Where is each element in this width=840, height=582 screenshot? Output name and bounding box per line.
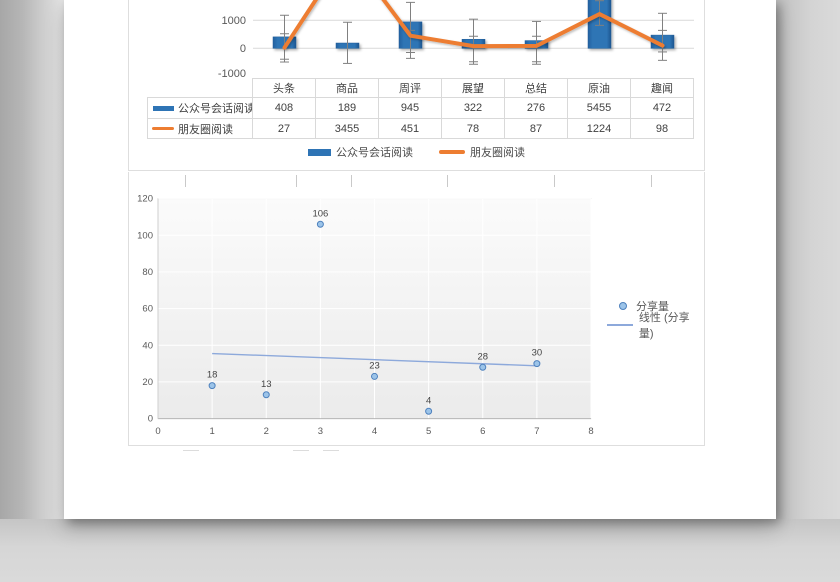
category-header-cell: 总结 — [504, 78, 568, 98]
scatter-point — [262, 391, 270, 399]
legend-item-trendline: 线性 (分享量) — [607, 312, 704, 340]
point-data-label: 30 — [532, 348, 543, 359]
point-data-label: 18 — [207, 370, 218, 381]
table-row: 公众号会话阅读 408 189 945 322 276 5455 472 — [147, 97, 694, 119]
y-axis-tick-label: 0 — [148, 414, 153, 425]
legend-label: 公众号会话阅读 — [336, 147, 413, 159]
combo-chart-legend: 公众号会话阅读 朋友圈阅读 — [129, 144, 704, 160]
table-value-cell: 87 — [504, 118, 568, 139]
series-header-cell: 公众号会话阅读 — [147, 97, 253, 119]
table-header-row: 头条 商品 周评 展望 总结 原油 趣闻 — [147, 78, 694, 98]
y-axis-tick-label: 120 — [137, 194, 153, 205]
scatter-point — [316, 220, 324, 228]
backdrop-bottom — [0, 519, 840, 582]
point-data-label: 106 — [312, 208, 328, 219]
series-header-cell: 朋友圈阅读 — [147, 118, 253, 139]
legend-item-points: 分享量 — [607, 298, 704, 314]
category-header-cell: 商品 — [315, 78, 379, 98]
table-value-cell: 78 — [441, 118, 505, 139]
x-axis-tick-label: 2 — [264, 426, 269, 437]
legend-item-line-series: 朋友圈阅读 — [439, 144, 525, 160]
scatter-point — [479, 363, 487, 371]
y-axis-tick-label: 60 — [142, 304, 153, 315]
y-axis-tick-label: 80 — [142, 267, 153, 278]
scatter-point — [425, 407, 433, 415]
table-value-cell: 5455 — [567, 97, 631, 119]
point-data-label: 4 — [426, 395, 431, 406]
table-value-cell: 189 — [315, 97, 379, 119]
sheet-gridline-mark — [185, 175, 186, 187]
series-name: 公众号会话阅读 — [178, 103, 253, 115]
table-value-cell: 451 — [378, 118, 442, 139]
backdrop-right — [776, 0, 840, 519]
table-value-cell: 472 — [630, 97, 694, 119]
line-series-swatch — [439, 150, 465, 154]
x-axis-tick-label: 0 — [155, 426, 160, 437]
scatter-chart-object[interactable]: 0 1 2 3 4 5 6 7 8 0 20 40 60 80 100 120 18 13 106 23 4 28 30 分… — [128, 172, 705, 446]
line-series-path — [282, 0, 665, 50]
x-axis-tick-label: 1 — [209, 426, 214, 437]
x-axis-tick-label: 5 — [426, 426, 431, 437]
legend-label: 朋友圈阅读 — [470, 147, 525, 159]
scatter-point — [533, 360, 541, 368]
combo-chart-object[interactable]: 1000 0 -1000 头条 商品 周评 展望 总结 原油 趣闻 公众号会话阅读 408 189 94… — [128, 0, 705, 171]
x-axis-tick-label: 4 — [372, 426, 377, 437]
scatter-marker-swatch — [619, 302, 627, 310]
sheet-gridline-mark — [554, 175, 555, 187]
table-value-cell: 27 — [252, 118, 316, 139]
category-header-cell: 展望 — [441, 78, 505, 98]
category-header-cell: 头条 — [252, 78, 316, 98]
x-axis-tick-label: 3 — [318, 426, 323, 437]
combo-chart-plot: 1000 0 -1000 — [218, 0, 694, 78]
bar-series-swatch — [153, 105, 174, 111]
bar-series-swatch — [308, 148, 331, 156]
table-value-cell: 322 — [441, 97, 505, 119]
table-value-cell: 276 — [504, 97, 568, 119]
scatter-chart-legend: 分享量 线性 (分享量) — [607, 298, 704, 340]
category-header-cell: 原油 — [567, 78, 631, 98]
category-header-cell: 周评 — [378, 78, 442, 98]
series-name: 朋友圈阅读 — [178, 123, 233, 136]
table-value-cell: 945 — [378, 97, 442, 119]
table-corner-cell — [147, 78, 253, 98]
category-header-cell: 趣闻 — [630, 78, 694, 98]
table-value-cell: 3455 — [315, 118, 379, 139]
chart-data-table-grid: 头条 商品 周评 展望 总结 原油 趣闻 公众号会话阅读 408 189 945 322 276 5455… — [147, 78, 694, 139]
sheet-gridline-mark — [651, 175, 652, 187]
scatter-point — [371, 372, 378, 380]
legend-item-bar-series: 公众号会话阅读 — [308, 144, 413, 160]
document-page: 1000 0 -1000 头条 商品 周评 展望 总结 原油 趣闻 公众号会话阅读 408 189 94… — [64, 0, 776, 519]
sheet-gridline-mark — [447, 175, 448, 187]
sheet-gridline-mark — [296, 175, 297, 187]
legend-label: 线性 (分享量) — [638, 312, 690, 340]
x-axis-tick-label: 6 — [480, 426, 485, 437]
sheet-gridline-mark — [351, 175, 352, 187]
sheet-gridline-mark — [323, 450, 339, 451]
point-data-label: 23 — [369, 360, 380, 371]
trendline — [212, 352, 537, 367]
chart-data-table: 头条 商品 周评 展望 总结 原油 趣闻 公众号会话阅读 408 189 945 322 276 5455… — [147, 78, 694, 139]
table-value-cell: 408 — [252, 97, 316, 119]
x-axis-tick-label: 7 — [534, 426, 539, 437]
table-row: 朋友圈阅读 27 3455 451 78 87 1224 98 — [147, 118, 694, 139]
sheet-gridline-mark — [183, 450, 199, 451]
table-value-cell: 1224 — [567, 118, 631, 139]
point-data-label: 28 — [477, 351, 488, 362]
sheet-gridline-mark — [293, 450, 309, 451]
y-axis-tick-label: 0 — [240, 43, 246, 55]
y-axis-tick-label: -1000 — [218, 68, 246, 78]
table-value-cell: 98 — [630, 118, 694, 139]
y-axis-tick-label: 40 — [142, 340, 153, 351]
y-axis-tick-label: 20 — [142, 377, 153, 388]
legend-label: 分享量 — [636, 301, 669, 313]
y-axis-tick-label: 100 — [137, 230, 153, 241]
backdrop-left — [0, 0, 64, 519]
y-axis-tick-label: 1000 — [222, 15, 246, 27]
scatter-point — [208, 382, 216, 390]
point-data-label: 13 — [261, 379, 272, 390]
trendline-swatch — [607, 324, 633, 326]
x-axis-tick-label: 8 — [588, 426, 593, 437]
line-series-swatch — [152, 127, 174, 131]
